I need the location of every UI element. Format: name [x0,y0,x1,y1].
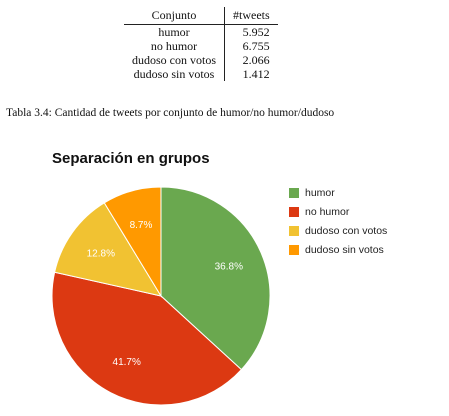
legend-swatch [289,187,299,198]
legend-item: dudoso sin votos [289,240,387,259]
table-cell-set: dudoso con votos [124,53,225,67]
pie-slice-label: 12.8% [87,248,115,259]
tweets-table: Conjunto #tweets humor 5.952 no humor 6.… [124,7,278,81]
chart-title: Separación en grupos [52,150,210,167]
legend-label: no humor [305,205,350,218]
column-header-tweets: #tweets [224,7,278,25]
legend-item: humor [289,183,387,202]
table-row: humor 5.952 [124,24,278,39]
table-cell-set: dudoso sin votos [124,67,225,81]
table-cell-tweets: 6.755 [242,39,270,53]
column-header-set: Conjunto [124,7,225,25]
table-row: no humor 6.755 [124,39,278,53]
table-header-row: Conjunto #tweets [124,7,278,25]
pie-slice-label: 36.8% [215,262,243,273]
table-cell-set: humor [124,24,225,39]
pie-slice [160,186,271,371]
pie-slice-label: 41.7% [113,357,141,368]
pie-slice [51,271,243,406]
chart-legend: humor no humor dudoso con votos dudoso s… [289,183,387,259]
table-row: dudoso sin votos 1.412 [124,67,278,81]
table-cell-tweets: 2.066 [242,53,270,67]
legend-swatch [289,244,299,255]
pie-slice [103,186,162,298]
legend-label: humor [305,186,335,199]
legend-item: no humor [289,202,387,221]
table-row: dudoso con votos 2.066 [124,53,278,67]
table-cell-set: no humor [124,39,225,53]
table-cell-tweets: 1.412 [242,67,270,81]
legend-item: dudoso con votos [289,221,387,240]
legend-label: dudoso con votos [305,224,388,237]
pie-slice-label: 8.7% [130,220,153,231]
table-cell-tweets: 5.952 [242,25,270,39]
pie-slice [54,202,163,297]
legend-swatch [289,206,299,217]
table-caption: Tabla 3.4: Cantidad de tweets por conjun… [6,107,335,119]
legend-swatch [289,225,299,236]
legend-label: dudoso sin votos [305,243,384,256]
